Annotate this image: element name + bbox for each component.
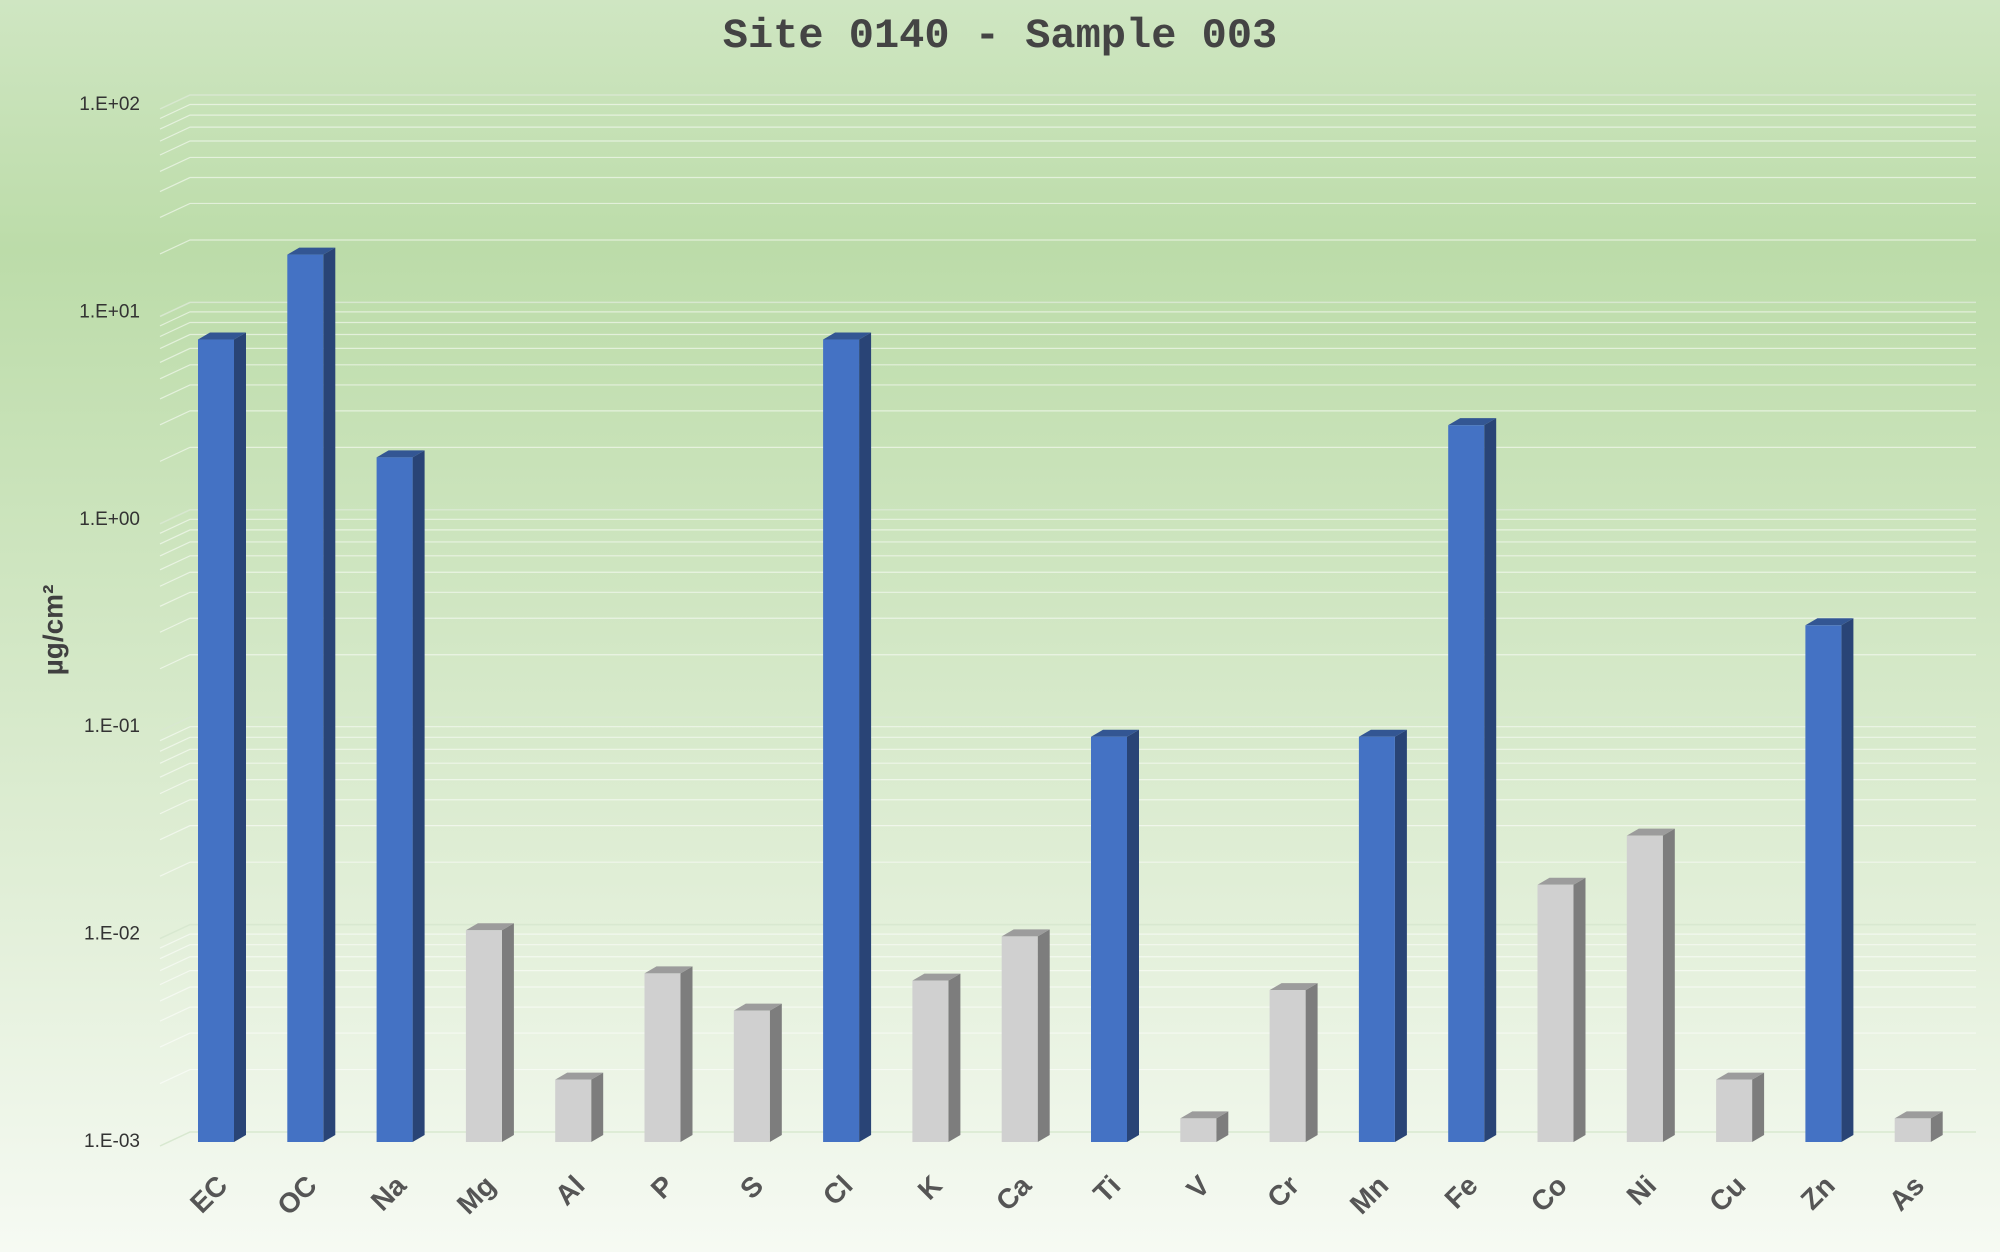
bar-top <box>733 1003 782 1011</box>
grid-line <box>159 301 1976 318</box>
bar-side <box>769 1003 782 1142</box>
y-tick-label: 1.E+00 <box>79 509 140 530</box>
minor-grid-line <box>159 140 1976 156</box>
bar-top <box>1805 618 1854 626</box>
y-tick-label: 1.E-02 <box>84 924 140 945</box>
bar-side <box>234 332 246 1142</box>
grid-line <box>159 509 1976 525</box>
bar-top <box>376 450 425 458</box>
minor-grid-line <box>159 364 1976 380</box>
bar-side <box>1394 729 1407 1142</box>
bar-top <box>465 923 514 931</box>
bar-top <box>1001 929 1050 937</box>
bar-side <box>412 450 425 1142</box>
minor-grid-line <box>159 114 1976 130</box>
bar-top <box>1180 1111 1229 1119</box>
y-tick-label: 1.E+02 <box>79 94 140 115</box>
bar <box>1269 990 1306 1142</box>
bar-side <box>1573 877 1586 1142</box>
minor-grid-line <box>159 202 1976 218</box>
bar-side <box>1127 729 1139 1142</box>
bar-side <box>1930 1111 1943 1142</box>
bar <box>1805 625 1842 1142</box>
bar <box>1091 736 1127 1142</box>
bar <box>1001 936 1038 1142</box>
grid-line <box>159 94 1976 110</box>
minor-grid-line <box>159 126 1976 142</box>
chart-title: Site 0140 - Sample 003 <box>723 12 1278 60</box>
minor-grid-line <box>159 617 1976 633</box>
bar <box>1448 425 1485 1143</box>
minor-grid-line <box>159 321 1976 338</box>
bar <box>733 1010 770 1142</box>
bar-top <box>1091 729 1139 737</box>
bar <box>1358 736 1395 1142</box>
y-tick-label: 1.E+01 <box>79 301 140 322</box>
minor-grid-line <box>159 529 1976 545</box>
bar <box>1537 884 1574 1142</box>
bar-top <box>644 966 693 974</box>
y-tick-label: 1.E-01 <box>84 716 140 737</box>
bar-side <box>859 332 872 1142</box>
bar-top <box>823 332 872 340</box>
bar-side <box>591 1072 604 1142</box>
y-tick-label: 1.E-03 <box>84 1131 140 1152</box>
bar-top <box>912 973 961 981</box>
minor-grid-line <box>159 176 1976 193</box>
minor-grid-line <box>159 347 1976 363</box>
minor-grid-line <box>159 591 1976 607</box>
minor-grid-line <box>159 654 1976 670</box>
minor-grid-line <box>159 541 1976 557</box>
minor-grid-line <box>159 571 1976 587</box>
bar <box>644 973 681 1142</box>
bar <box>1626 835 1663 1142</box>
minor-grid-line <box>159 446 1976 462</box>
bar-side <box>1752 1072 1765 1142</box>
bar-top <box>555 1072 604 1080</box>
minor-grid-line <box>159 555 1976 571</box>
minor-grid-line <box>159 410 1976 426</box>
bar-top <box>198 332 246 340</box>
bar-side <box>1216 1111 1229 1142</box>
minor-grid-line <box>159 726 1976 742</box>
y-axis-label: µg/cm² <box>37 585 68 676</box>
bar <box>1716 1079 1753 1142</box>
bar-side <box>323 247 336 1143</box>
minor-grid-line <box>159 156 1976 172</box>
bar-side <box>1841 618 1854 1142</box>
minor-grid-line <box>159 384 1976 400</box>
bar-top <box>1358 729 1407 737</box>
bar <box>555 1079 592 1142</box>
bar-side <box>1662 828 1675 1142</box>
minor-grid-line <box>159 239 1976 255</box>
bar-top <box>1269 983 1318 991</box>
bar <box>376 457 413 1142</box>
bar <box>287 254 324 1143</box>
bar-top <box>1626 828 1675 836</box>
bar-side <box>680 966 693 1142</box>
bar <box>1180 1118 1217 1142</box>
bar <box>198 339 234 1142</box>
bar <box>465 930 502 1142</box>
bar-top <box>1448 418 1497 426</box>
bar-top <box>1716 1072 1765 1080</box>
minor-grid-line <box>159 103 1976 120</box>
bar-top <box>1894 1111 1943 1119</box>
minor-grid-line <box>159 518 1976 534</box>
minor-grid-line <box>159 311 1976 327</box>
bar-top <box>287 247 336 255</box>
bar-side <box>1037 929 1050 1142</box>
minor-grid-line <box>159 333 1976 350</box>
bar-side <box>948 973 961 1142</box>
bar-side <box>1305 983 1318 1142</box>
grid-line <box>159 716 1976 732</box>
bar-top <box>1537 877 1586 885</box>
bar-side <box>501 923 514 1142</box>
bar <box>912 980 949 1142</box>
bar <box>1894 1118 1931 1142</box>
bar-side <box>1484 418 1497 1143</box>
bar <box>823 339 860 1142</box>
